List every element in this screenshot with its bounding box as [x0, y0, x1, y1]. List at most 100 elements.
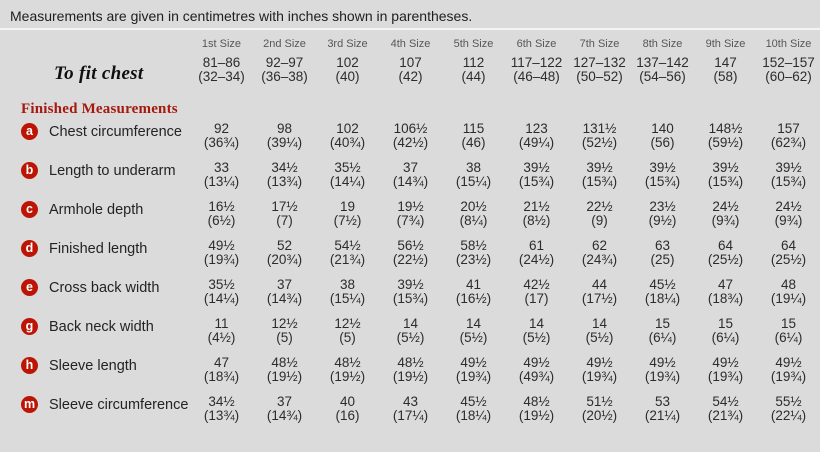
measurement-value-h-9: 49½ (19¾): [694, 354, 757, 393]
cm-value: 63: [654, 238, 671, 253]
measurement-value-a-10: 157 (62¾): [757, 120, 820, 159]
measurement-value-c-9: 24½ (9¾): [694, 198, 757, 237]
inch-value: (23½): [455, 252, 492, 267]
measurement-value-e-3: 38 (15¼): [316, 276, 379, 315]
size-header-8: 8th Size: [642, 38, 683, 50]
measurement-value-a-1: 92 (36¾): [190, 120, 253, 159]
inch-value: (6¼): [648, 330, 677, 345]
cm-value: 56½: [397, 238, 424, 253]
measurement-value-d-4: 56½ (22½): [379, 237, 442, 276]
measurement-row-label-d: d Finished length: [0, 237, 190, 276]
cm-value: 24½: [712, 199, 739, 214]
inch-value: (9¾): [711, 213, 740, 228]
measurement-value-b-4: 37 (14¾): [379, 159, 442, 198]
cm-value: 14: [591, 316, 608, 331]
measurement-value-g-4: 14 (5½): [379, 315, 442, 354]
inch-value: (5): [276, 330, 293, 345]
measurement-value-g-8: 15 (6¼): [631, 315, 694, 354]
cm-value: 35½: [334, 160, 361, 175]
measurement-value-b-2: 34½ (13¾): [253, 159, 316, 198]
measurement-value-e-1: 35½ (14¼): [190, 276, 253, 315]
measurement-value-h-10: 49½ (19¾): [757, 354, 820, 393]
measurement-value-c-6: 21½ (8½): [505, 198, 568, 237]
cm-value: 64: [780, 238, 797, 253]
badge-c-icon: c: [21, 201, 38, 218]
measurement-value-h-2: 48½ (19½): [253, 354, 316, 393]
measurement-row-label-m: m Sleeve circumference: [0, 393, 190, 432]
measurement-value-c-2: 17½ (7): [253, 198, 316, 237]
cm-value: 48½: [334, 355, 361, 370]
inch-value: (8½): [522, 213, 551, 228]
measurement-value-e-4: 39½ (15¾): [379, 276, 442, 315]
measurement-value-a-2: 98 (39¼): [253, 120, 316, 159]
measurement-value-m-6: 48½ (19½): [505, 393, 568, 432]
inch-value: (21¾): [707, 408, 744, 423]
measurement-value-b-3: 35½ (14¼): [316, 159, 379, 198]
cm-value: 39½: [397, 277, 424, 292]
inch-value: (36–38): [261, 69, 308, 84]
measurement-row-label-b: b Length to underarm: [0, 159, 190, 198]
measurement-value-m-7: 51½ (20½): [568, 393, 631, 432]
cm-value: 22½: [586, 199, 613, 214]
measurement-value-d-7: 62 (24¾): [568, 237, 631, 276]
inch-value: (7): [276, 213, 293, 228]
cm-value: 42½: [523, 277, 550, 292]
cm-value: 34½: [208, 394, 235, 409]
cm-value: 39½: [775, 160, 802, 175]
inch-value: (14¾): [266, 291, 303, 306]
size-header-9: 9th Size: [705, 38, 746, 50]
measurement-value-c-10: 24½ (9¾): [757, 198, 820, 237]
measurement-value-b-5: 38 (15¼): [442, 159, 505, 198]
inch-value: (60–62): [765, 69, 812, 84]
measurement-value-h-7: 49½ (19¾): [568, 354, 631, 393]
size-measurements-table: 1st Size 2nd Size 3rd Size 4th Size 5th Size…: [0, 30, 820, 432]
measurement-value-g-9: 15 (6¼): [694, 315, 757, 354]
measurement-value-m-8: 53 (21¼): [631, 393, 694, 432]
size-header-2: 2nd Size: [263, 38, 306, 50]
cm-value: 53: [654, 394, 671, 409]
measurement-value-e-7: 44 (17½): [568, 276, 631, 315]
inch-value: (25½): [770, 252, 807, 267]
inch-value: (5): [339, 330, 356, 345]
inch-value: (15¾): [770, 174, 807, 189]
cm-value: 49½: [775, 355, 802, 370]
cm-value: 43: [402, 394, 419, 409]
inch-value: (21¼): [644, 408, 681, 423]
inch-value: (13¾): [266, 174, 303, 189]
measurement-value-g-5: 14 (5½): [442, 315, 505, 354]
measurement-value-h-4: 48½ (19½): [379, 354, 442, 393]
measurement-row-label-h: h Sleeve length: [0, 354, 190, 393]
inch-value: (15¾): [707, 174, 744, 189]
cm-value: 39½: [586, 160, 613, 175]
inch-value: (54–56): [639, 69, 686, 84]
measurement-value-m-2: 37 (14¾): [253, 393, 316, 432]
measurement-value-g-2: 12½ (5): [253, 315, 316, 354]
inch-value: (6¼): [711, 330, 740, 345]
inch-value: (15¾): [392, 291, 429, 306]
inch-value: (19¾): [581, 369, 618, 384]
measurement-value-c-5: 20½ (8¼): [442, 198, 505, 237]
measurement-value-d-5: 58½ (23½): [442, 237, 505, 276]
inch-value: (19½): [329, 369, 366, 384]
cm-value: 54½: [334, 238, 361, 253]
cm-value: 48½: [397, 355, 424, 370]
inch-value: (8¼): [459, 213, 488, 228]
inch-value: (18¾): [203, 369, 240, 384]
inch-value: (15¼): [455, 174, 492, 189]
size-header-10: 10th Size: [765, 38, 812, 50]
inch-value: (19¾): [203, 252, 240, 267]
inch-value: (19½): [392, 369, 429, 384]
inch-value: (20½): [581, 408, 618, 423]
cm-value: 49½: [586, 355, 613, 370]
inch-value: (16½): [455, 291, 492, 306]
measurement-value-d-8: 63 (25): [631, 237, 694, 276]
measurement-value-m-4: 43 (17¼): [379, 393, 442, 432]
inch-value: (9½): [648, 213, 677, 228]
badge-e-icon: e: [21, 279, 38, 296]
to-fit-chest-value-7: 127–132 (50–52): [568, 52, 631, 98]
measurement-value-a-8: 140 (56): [631, 120, 694, 159]
measurement-value-d-6: 61 (24½): [505, 237, 568, 276]
cm-value: 107: [399, 55, 422, 70]
badge-d-icon: d: [21, 240, 38, 257]
inch-value: (13¼): [203, 174, 240, 189]
